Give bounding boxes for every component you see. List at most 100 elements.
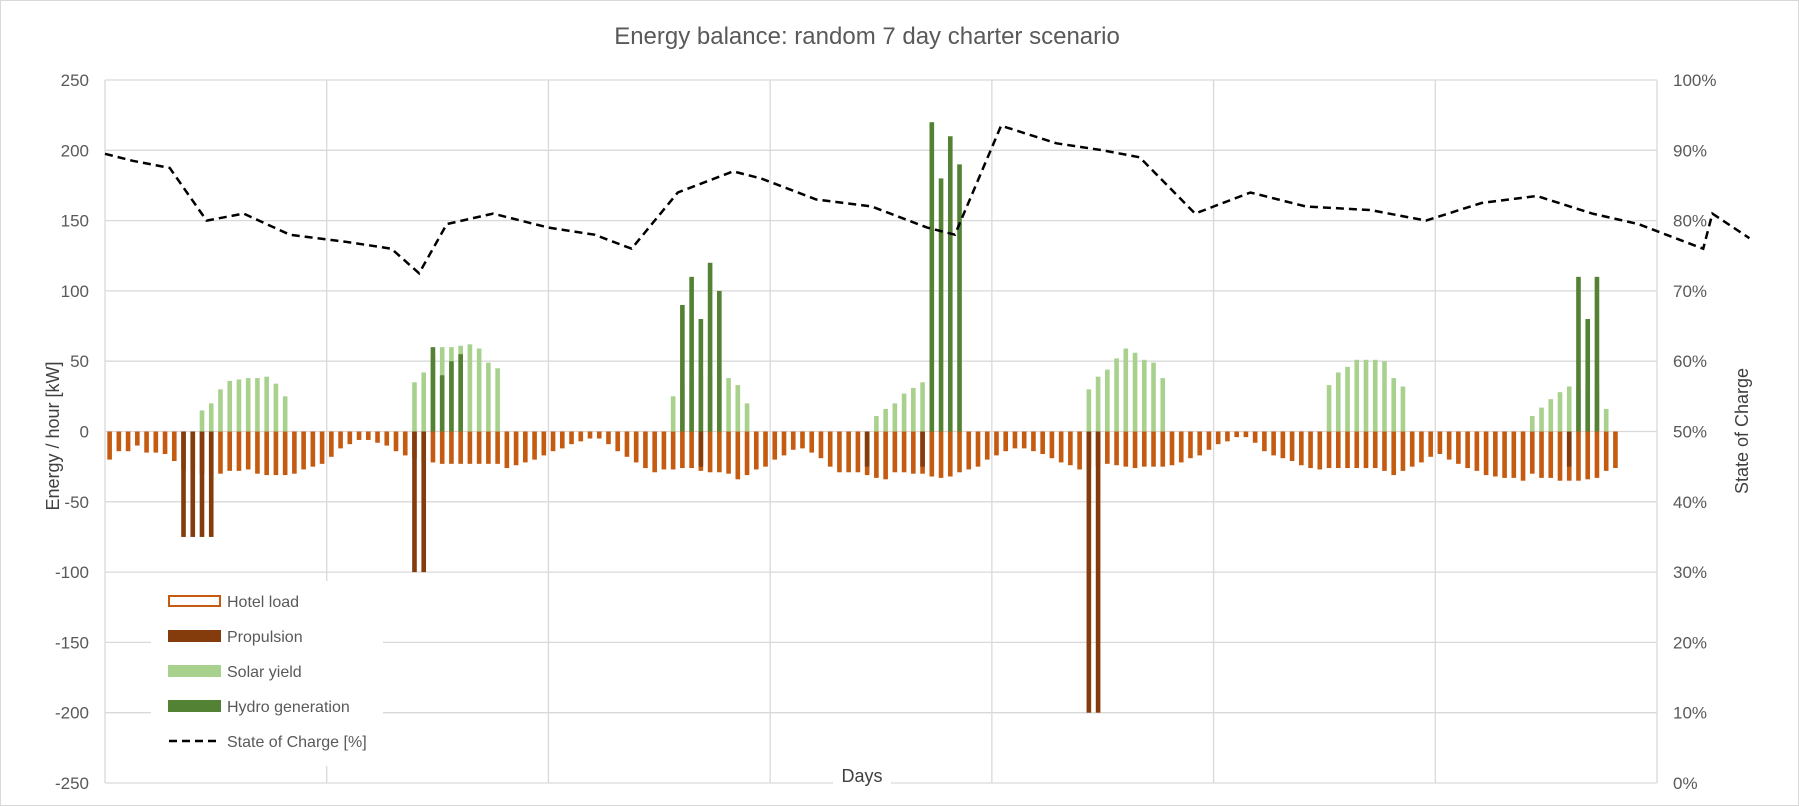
- hotel-bar: [680, 431, 685, 469]
- solar-bar: [227, 380, 233, 432]
- hotel-bar: [1262, 431, 1267, 452]
- hotel-bar: [855, 431, 861, 473]
- solar-bar: [486, 362, 491, 432]
- hydro-bar: [449, 361, 454, 432]
- hotel-bar: [615, 431, 621, 452]
- hotel-bar: [532, 431, 537, 460]
- hotel-bar: [781, 431, 787, 456]
- solar-bar: [1557, 392, 1563, 432]
- hotel-bar: [717, 431, 722, 473]
- propulsion-bar: [412, 431, 417, 573]
- y-tick-label: 200: [61, 141, 89, 160]
- hydro-bar: [458, 354, 463, 432]
- hotel-bar: [596, 431, 602, 439]
- hotel-bar: [458, 431, 463, 464]
- hydro-bar: [439, 375, 445, 432]
- hotel-bar: [1613, 431, 1618, 469]
- propulsion-bar: [920, 431, 925, 467]
- solar-bar: [208, 403, 214, 432]
- solar-bar: [282, 396, 288, 432]
- solar-bar: [735, 385, 741, 432]
- propulsion-bar: [1095, 431, 1101, 713]
- hotel-bar: [809, 431, 815, 453]
- hotel-bar: [430, 431, 436, 463]
- legend-label-soc: State of Charge [%]: [227, 734, 367, 751]
- hotel-bar: [984, 431, 990, 460]
- solar-bar: [467, 344, 473, 432]
- hotel-bar: [846, 431, 851, 473]
- hotel-bar: [578, 431, 584, 442]
- legend: Hotel load Propulsion Solar yield Hydro gen…: [151, 581, 383, 766]
- hotel-bar: [901, 431, 907, 473]
- hotel-bar: [1123, 431, 1129, 467]
- hydro-bar: [1594, 276, 1600, 432]
- y2-tick-label: 0%: [1673, 774, 1698, 793]
- hotel-bar: [1529, 431, 1535, 474]
- solar-bar: [1326, 385, 1332, 432]
- y2-tick-label: 50%: [1673, 423, 1707, 442]
- propulsion-bar: [208, 431, 214, 537]
- solar-bar: [495, 368, 500, 432]
- solar-bar: [911, 387, 916, 432]
- gridlines: [104, 79, 1658, 784]
- hydro-bar: [430, 347, 436, 432]
- hotel-bar: [273, 431, 279, 476]
- hotel-bar: [384, 431, 390, 446]
- solar-bar: [1566, 386, 1572, 432]
- solar-bar: [1141, 359, 1147, 432]
- hotel-bar: [772, 431, 778, 460]
- hotel-bar: [1160, 431, 1166, 467]
- hotel-bar: [661, 431, 667, 470]
- hotel-bar: [1576, 431, 1581, 481]
- hotel-bar: [735, 431, 741, 480]
- hotel-bar: [966, 431, 972, 470]
- hotel-bar: [744, 431, 750, 476]
- hotel-bar: [957, 431, 962, 473]
- solar-bar: [1114, 358, 1119, 432]
- hotel-bar: [162, 431, 168, 454]
- solar-bar: [1160, 378, 1166, 432]
- hydro-bar: [689, 276, 694, 432]
- state-of-charge-line: [104, 124, 1751, 276]
- solar-bar: [920, 382, 925, 432]
- hotel-bar: [486, 431, 491, 464]
- hotel-bar: [402, 431, 408, 456]
- hotel-bar: [1151, 431, 1156, 467]
- hotel-bar: [883, 431, 888, 480]
- hotel-bar: [1197, 431, 1203, 456]
- y2-tick-label: 20%: [1673, 633, 1707, 652]
- hotel-bar: [1502, 431, 1507, 478]
- solar-bar: [874, 416, 879, 432]
- solar-bar: [1151, 362, 1156, 432]
- propulsion-bar: [190, 431, 196, 537]
- hydro-bar: [957, 164, 962, 432]
- hotel-bar: [375, 431, 380, 443]
- y2-tick-label: 30%: [1673, 563, 1707, 582]
- y2-tick-label: 70%: [1673, 282, 1707, 301]
- hotel-bar: [1409, 431, 1415, 467]
- solar-bar: [1354, 359, 1360, 432]
- propulsion-bar: [864, 431, 870, 467]
- y-tick-label: -200: [55, 704, 89, 723]
- hotel-bar: [227, 431, 233, 471]
- hotel-bar: [264, 431, 269, 476]
- y-tick-label: 250: [61, 71, 89, 90]
- hotel-bar: [347, 431, 353, 445]
- solar-bar: [1363, 359, 1369, 432]
- hotel-bar: [236, 431, 242, 471]
- legend-swatch-hotel: [168, 595, 221, 607]
- y-tick-label: 100: [61, 282, 89, 301]
- solar-bar: [1095, 376, 1101, 432]
- solar-bar: [1391, 378, 1397, 432]
- solar-bar: [255, 378, 260, 432]
- legend-swatch-propulsion: [168, 630, 221, 642]
- chart-title: Energy balance: random 7 day charter sce…: [614, 23, 1120, 50]
- hotel-bar: [1493, 431, 1498, 477]
- hotel-bar: [116, 431, 122, 452]
- hotel-bar: [467, 431, 473, 464]
- hotel-bar: [1548, 431, 1554, 478]
- hotel-bar: [800, 431, 805, 449]
- solar-bar: [421, 372, 427, 432]
- x-axis-label-background: [833, 762, 891, 790]
